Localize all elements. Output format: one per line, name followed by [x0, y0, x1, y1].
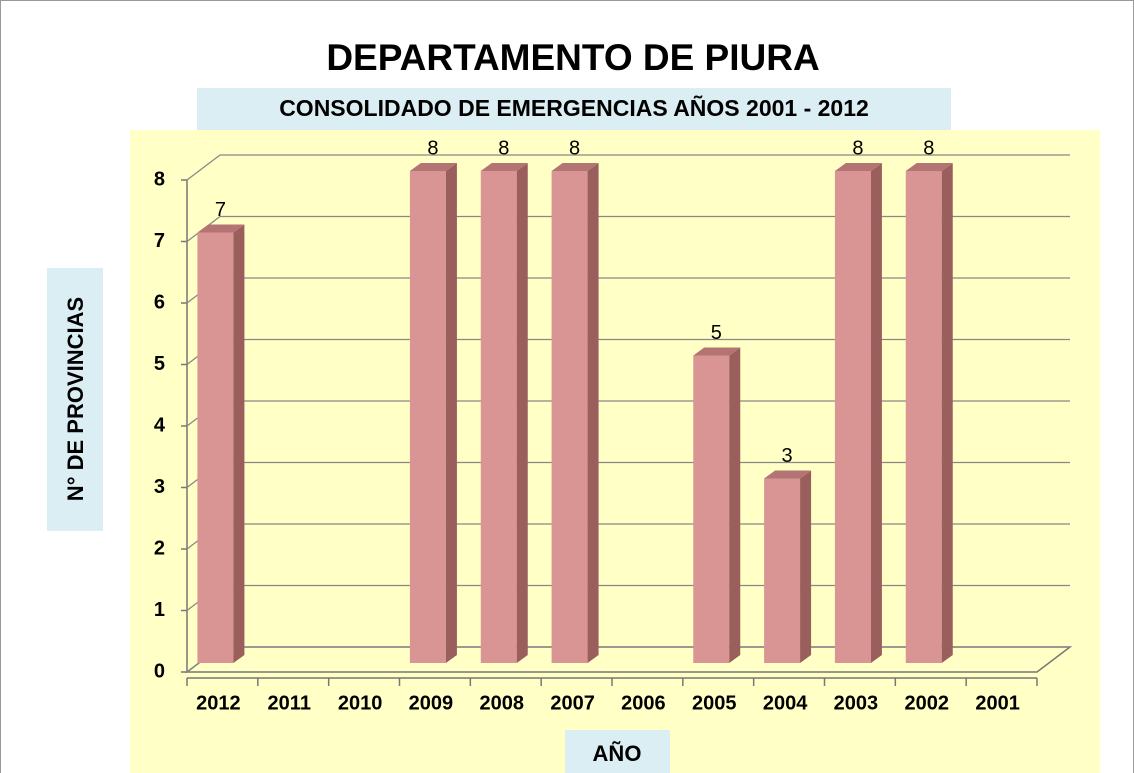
x-tick-label: 2001 — [975, 692, 1020, 714]
bar-face — [870, 163, 882, 663]
bar — [480, 163, 528, 663]
bar-face — [233, 224, 245, 663]
bar-face — [551, 171, 588, 663]
bar — [834, 163, 882, 663]
y-tick-label: 4 — [154, 414, 166, 436]
chart-subtitle: CONSOLIDADO DE EMERGENCIAS AÑOS 2001 - 2… — [279, 94, 869, 121]
bar-face — [516, 163, 528, 663]
y-axis-label: N° DE PROVINCIAS — [63, 297, 88, 501]
y-tick-label: 5 — [154, 353, 165, 375]
x-tick-label: 2008 — [480, 692, 525, 714]
value-label: 8 — [923, 137, 934, 159]
bar-face — [197, 224, 245, 233]
value-label: 3 — [782, 445, 793, 467]
bar-face — [764, 478, 801, 663]
value-label: 8 — [427, 137, 438, 159]
x-tick-label: 2006 — [621, 692, 666, 714]
value-label: 5 — [711, 322, 722, 344]
value-label: 8 — [569, 137, 580, 159]
x-tick-label: 2007 — [550, 692, 595, 714]
bar-face — [800, 470, 812, 663]
x-tick-label: 2010 — [338, 692, 383, 714]
bar — [197, 224, 245, 663]
x-tick-label: 2003 — [834, 692, 879, 714]
y-tick-label: 1 — [154, 599, 165, 621]
x-label-box — [565, 730, 670, 773]
bar-face — [834, 163, 882, 171]
bar-face — [941, 163, 953, 663]
y-tick-label: 7 — [154, 230, 165, 252]
y-tick-label: 3 — [154, 476, 165, 498]
bar-face — [480, 171, 517, 663]
y-tick-label: 2 — [154, 537, 165, 559]
bar-face — [197, 232, 234, 663]
bar-face — [693, 355, 730, 663]
bar-face — [834, 171, 871, 663]
x-tick-label: 2002 — [905, 692, 950, 714]
plot-background — [130, 130, 1100, 773]
value-label: 8 — [852, 137, 863, 159]
bar — [764, 470, 812, 663]
bar-face — [693, 347, 741, 356]
chart-title: DEPARTAMENTO DE PIURA — [326, 37, 819, 78]
bar-face — [764, 470, 812, 479]
y-tick-label: 8 — [154, 168, 165, 190]
bar-face — [729, 347, 741, 663]
x-tick-label: 2009 — [409, 692, 454, 714]
bar-face — [409, 163, 457, 171]
y-label-box — [47, 268, 103, 531]
value-label: 8 — [498, 137, 509, 159]
grid-line — [186, 154, 1070, 181]
bar-face — [905, 171, 942, 663]
bar-face — [905, 163, 953, 171]
bar — [551, 163, 599, 663]
y-tick-label: 6 — [154, 291, 165, 313]
bar-face — [551, 163, 599, 171]
bar — [693, 347, 741, 663]
x-tick-label: 2004 — [763, 692, 808, 714]
x-tick-label: 2012 — [196, 692, 241, 714]
x-tick-label: 2005 — [692, 692, 737, 714]
bar — [905, 163, 953, 663]
bar — [409, 163, 457, 663]
bar-face — [587, 163, 599, 663]
subtitle-box — [197, 88, 951, 130]
y-tick-label: 0 — [154, 660, 165, 682]
x-axis-label: AÑO — [593, 741, 642, 766]
value-label: 7 — [215, 199, 226, 221]
bar-face — [409, 171, 446, 663]
bar-face — [445, 163, 457, 663]
bar-face — [480, 163, 528, 171]
x-tick-label: 2011 — [268, 692, 311, 714]
